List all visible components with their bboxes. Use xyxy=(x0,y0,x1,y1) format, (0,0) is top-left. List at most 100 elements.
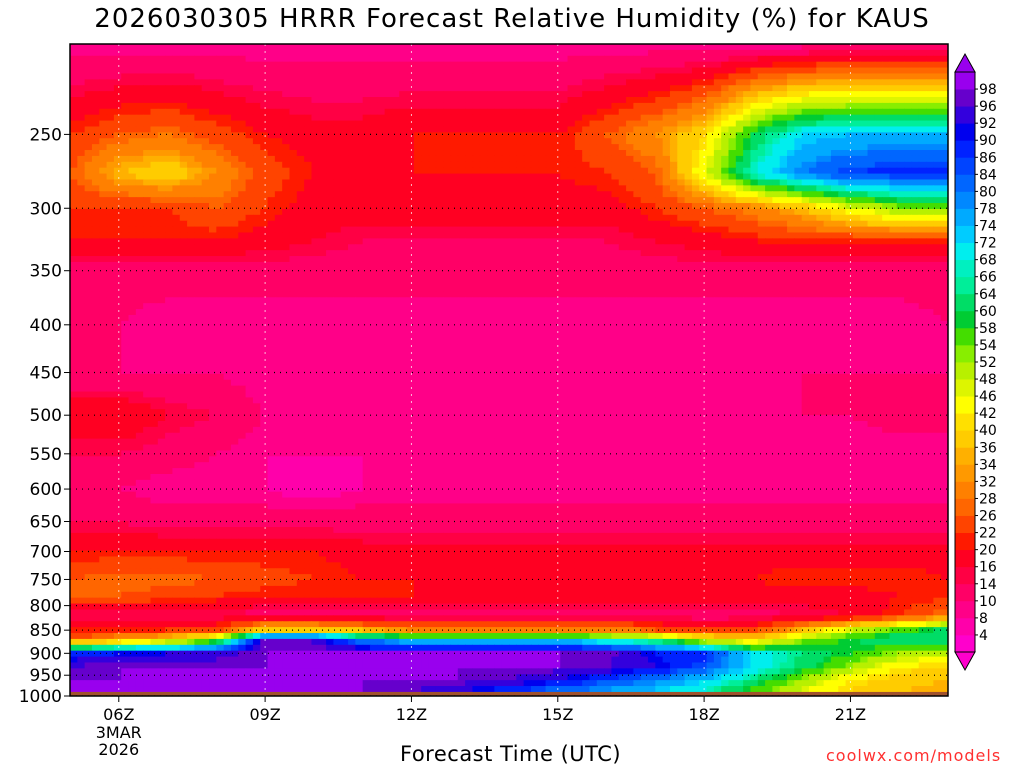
rh-cell xyxy=(940,226,948,234)
rh-cell xyxy=(311,167,320,175)
rh-cell xyxy=(640,203,649,210)
rh-cell xyxy=(348,208,356,216)
rh-cell xyxy=(552,132,561,139)
rh-cell xyxy=(245,144,254,151)
rh-cell xyxy=(552,256,561,263)
rh-cell xyxy=(706,138,715,145)
rh-cell xyxy=(84,102,93,110)
rh-cell xyxy=(318,73,327,80)
rh-cell xyxy=(509,167,517,175)
rh-cell xyxy=(128,256,137,263)
rh-cell xyxy=(538,49,547,57)
rh-cell xyxy=(428,214,437,222)
rh-cell xyxy=(487,61,495,69)
rh-cell xyxy=(391,261,400,269)
rh-cell xyxy=(787,214,795,222)
rh-cell xyxy=(238,150,247,157)
rh-cell xyxy=(494,102,503,110)
rh-cell xyxy=(699,91,708,98)
rh-cell xyxy=(779,114,788,122)
rh-cell xyxy=(574,167,583,175)
rh-cell xyxy=(143,79,152,86)
rh-cell xyxy=(70,85,78,92)
rh-cell xyxy=(860,73,869,80)
rh-cell xyxy=(435,49,444,57)
rh-cell xyxy=(406,161,415,169)
rh-cell xyxy=(874,67,883,75)
rh-cell xyxy=(333,279,342,287)
rh-cell xyxy=(560,61,569,69)
rh-cell xyxy=(808,167,817,175)
rh-cell xyxy=(794,261,803,269)
rh-cell xyxy=(348,102,356,110)
rh-cell xyxy=(699,261,708,269)
rh-cell xyxy=(252,214,261,222)
rh-cell xyxy=(816,73,825,80)
rh-cell xyxy=(318,55,327,63)
rh-cell xyxy=(487,150,495,157)
rh-cell xyxy=(201,67,210,75)
rh-cell xyxy=(509,197,517,204)
rh-cell xyxy=(340,279,349,287)
rh-cell xyxy=(677,102,686,110)
rh-cell xyxy=(465,49,474,57)
rh-cell xyxy=(852,44,861,51)
rh-cell xyxy=(545,197,554,204)
rh-cell xyxy=(326,120,334,128)
rh-cell xyxy=(640,238,649,245)
rh-cell xyxy=(933,114,942,122)
rh-cell xyxy=(721,126,730,133)
rh-cell xyxy=(867,214,876,222)
rh-cell xyxy=(735,49,744,57)
rh-cell xyxy=(304,220,313,228)
rh-cell xyxy=(369,261,378,269)
rh-cell xyxy=(552,126,561,133)
rh-cell xyxy=(362,179,371,186)
rh-cell xyxy=(852,179,861,186)
rh-cell xyxy=(391,73,400,80)
rh-cell xyxy=(143,179,152,186)
rh-cell xyxy=(165,226,174,234)
rh-cell xyxy=(684,232,693,239)
rh-cell xyxy=(743,126,752,133)
rh-cell xyxy=(77,144,86,151)
rh-cell xyxy=(779,197,788,204)
rh-cell xyxy=(882,138,891,145)
rh-cell xyxy=(479,132,488,139)
rh-cell xyxy=(209,144,217,151)
rh-cell xyxy=(479,191,488,198)
rh-cell xyxy=(143,208,152,216)
rh-cell xyxy=(457,97,466,104)
rh-cell xyxy=(882,273,891,281)
rh-cell xyxy=(399,197,408,204)
rh-cell xyxy=(245,155,254,163)
rh-cell xyxy=(369,91,378,98)
rh-cell xyxy=(604,85,613,92)
rh-cell xyxy=(648,161,656,169)
rh-cell xyxy=(852,203,861,210)
rh-cell xyxy=(743,179,752,186)
rh-cell xyxy=(845,120,854,128)
rh-cell xyxy=(838,273,847,281)
rh-cell xyxy=(121,49,130,57)
rh-cell xyxy=(194,232,203,239)
rh-cell xyxy=(238,49,247,57)
rh-cell xyxy=(384,185,393,192)
rh-cell xyxy=(574,85,583,92)
rh-cell xyxy=(574,238,583,245)
rh-cell xyxy=(223,161,232,169)
rh-cell xyxy=(150,120,159,128)
rh-cell xyxy=(150,114,159,122)
rh-cell xyxy=(274,132,283,139)
rh-cell xyxy=(611,261,620,269)
rh-cell xyxy=(640,273,649,281)
rh-cell xyxy=(348,250,356,257)
rh-cell xyxy=(530,120,539,128)
rh-cell xyxy=(333,173,342,181)
rh-cell xyxy=(794,185,803,192)
rh-cell xyxy=(530,108,539,116)
rh-cell xyxy=(596,256,605,263)
rh-cell xyxy=(684,85,693,92)
rh-cell xyxy=(655,273,664,281)
rh-cell xyxy=(282,273,291,281)
